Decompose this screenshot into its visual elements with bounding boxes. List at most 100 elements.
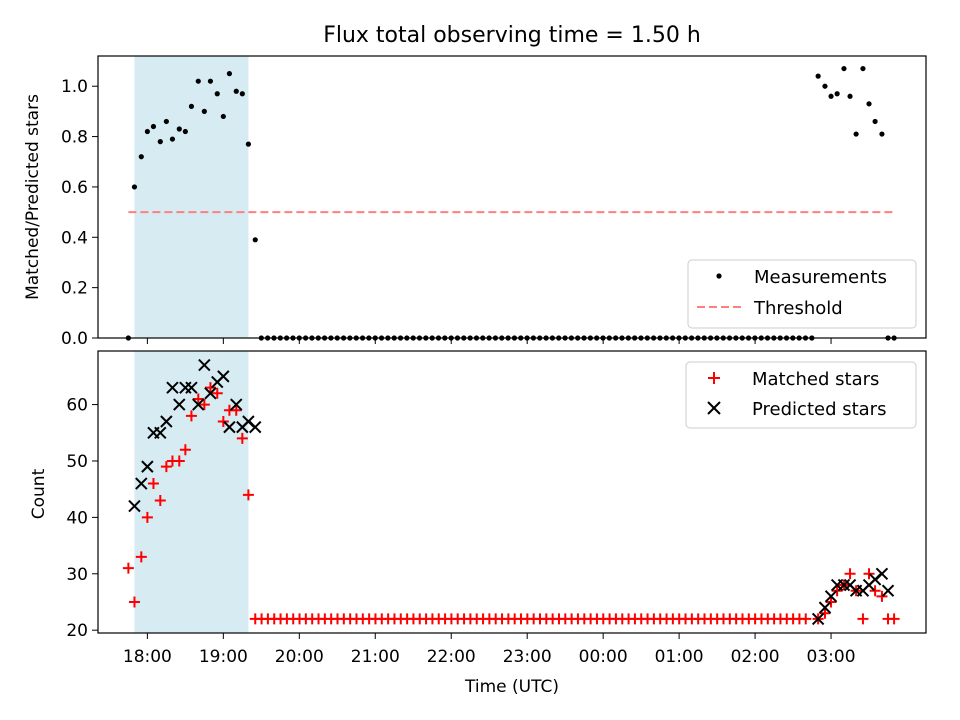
measurement-point — [201, 108, 207, 114]
measurement-point — [815, 73, 821, 79]
panel-counts: 20 30 40 50 60 18:00 19:00 20:00 21:00 22:00 23:0… — [29, 350, 927, 697]
measurement-point — [879, 131, 885, 137]
matched-point — [825, 596, 837, 608]
matched-point — [204, 382, 216, 394]
matched-point — [198, 399, 210, 411]
x-tick-label: 21:00 — [351, 647, 400, 667]
measurement-point — [138, 154, 144, 160]
y-tick-label: 0.6 — [61, 178, 88, 198]
predicted-point — [217, 370, 230, 383]
measurement-point — [207, 78, 214, 84]
x-tick-label: 19:00 — [199, 647, 248, 667]
predicted-point — [160, 415, 173, 428]
measurement-point — [144, 128, 150, 135]
measurement-point — [866, 101, 872, 107]
legend-label-threshold: Threshold — [753, 298, 843, 319]
predicted-point — [128, 499, 141, 513]
x-tick-label: 20:00 — [275, 647, 324, 667]
predicted-point — [198, 358, 211, 372]
x-tick-label: 03:00 — [807, 647, 856, 667]
predicted-point — [824, 590, 838, 603]
matched-point — [147, 478, 159, 490]
measurement-point — [245, 141, 252, 147]
matched-point — [122, 562, 134, 574]
y-ticks-bottom: 20 30 40 50 60 — [66, 396, 98, 641]
y-tick-label: 60 — [66, 396, 88, 416]
measurement-point — [853, 131, 859, 137]
predicted-point — [154, 426, 167, 439]
matched-point — [192, 393, 204, 405]
matched-point — [135, 551, 147, 563]
matched-point — [831, 585, 843, 597]
matched-point — [230, 404, 242, 416]
matched-point — [154, 494, 166, 506]
legend-top: Measurements Threshold — [687, 259, 917, 329]
matched-point — [869, 585, 881, 597]
measurement-point — [828, 93, 834, 99]
matched-star-points — [122, 382, 900, 625]
y-ticks-top: 0.0 0.2 0.4 0.6 0.8 1.0 — [61, 77, 98, 349]
legend-box-top — [687, 259, 917, 329]
y-tick-label: 30 — [66, 565, 88, 585]
highlight-band-bottom — [134, 351, 249, 633]
predicted-point — [166, 381, 179, 394]
legend-label-measurements: Measurements — [754, 267, 887, 288]
measurement-point — [860, 65, 866, 72]
matched-point — [876, 590, 888, 602]
y-tick-label: 1.0 — [61, 77, 88, 97]
matched-point — [179, 444, 191, 456]
measurement-point — [233, 88, 239, 94]
matched-point — [173, 455, 185, 467]
measurement-point — [847, 93, 853, 99]
y-axis-label-top: Matched/Predicted stars — [23, 94, 43, 300]
measurement-point — [131, 184, 138, 190]
x-tick-label: 02:00 — [731, 647, 780, 667]
panel-ratio: Flux total observing time = 1.50 h 0.0 0.… — [23, 23, 927, 349]
y-tick-label: 50 — [66, 452, 88, 472]
predicted-point — [135, 477, 148, 490]
matched-point — [800, 613, 812, 625]
measurement-point — [182, 128, 188, 135]
axes-frame-top — [97, 55, 927, 339]
measurement-point — [822, 83, 828, 89]
measurement-point — [834, 91, 840, 97]
matched-point — [236, 432, 248, 444]
measurement-point — [252, 237, 258, 243]
predicted-point — [230, 398, 243, 411]
y-tick-label: 0.0 — [61, 329, 88, 349]
measurement-point — [163, 118, 169, 125]
x-ticks-bottom: 18:00 19:00 20:00 21:00 22:00 23:00 00:00 01:00… — [123, 633, 856, 667]
predicted-point — [204, 387, 217, 400]
measurement-point — [150, 123, 157, 130]
legend-marker-matched — [708, 372, 720, 384]
matched-point — [819, 607, 831, 619]
y-tick-label: 20 — [66, 621, 88, 641]
legend-marker-predicted — [707, 401, 721, 415]
chart-title: Flux total observing time = 1.50 h — [323, 23, 701, 48]
observing-window-band — [134, 351, 249, 633]
predicted-point — [173, 398, 186, 411]
y-tick-label: 0.8 — [61, 128, 88, 148]
highlight-band-top — [134, 56, 249, 338]
y-tick-label: 40 — [66, 508, 88, 528]
x-tick-label: 01:00 — [655, 647, 704, 667]
x-tick-label: 22:00 — [427, 647, 476, 667]
measurement-point — [169, 136, 176, 142]
measurement-point — [195, 78, 201, 84]
predicted-point — [875, 567, 889, 580]
measurement-point — [220, 113, 226, 120]
matched-point — [211, 387, 223, 399]
matched-point — [242, 489, 254, 501]
matched-point — [857, 613, 869, 625]
matched-point — [863, 568, 875, 580]
matched-point — [141, 511, 153, 523]
predicted-point — [141, 460, 154, 473]
measurement-point — [239, 91, 245, 97]
predicted-point — [192, 398, 205, 411]
x-tick-label: 18:00 — [123, 647, 172, 667]
matched-point — [128, 596, 140, 608]
measurement-point — [226, 71, 233, 77]
legend-bottom: Matched stars Predicted stars — [685, 361, 917, 429]
measurement-point — [188, 103, 195, 109]
